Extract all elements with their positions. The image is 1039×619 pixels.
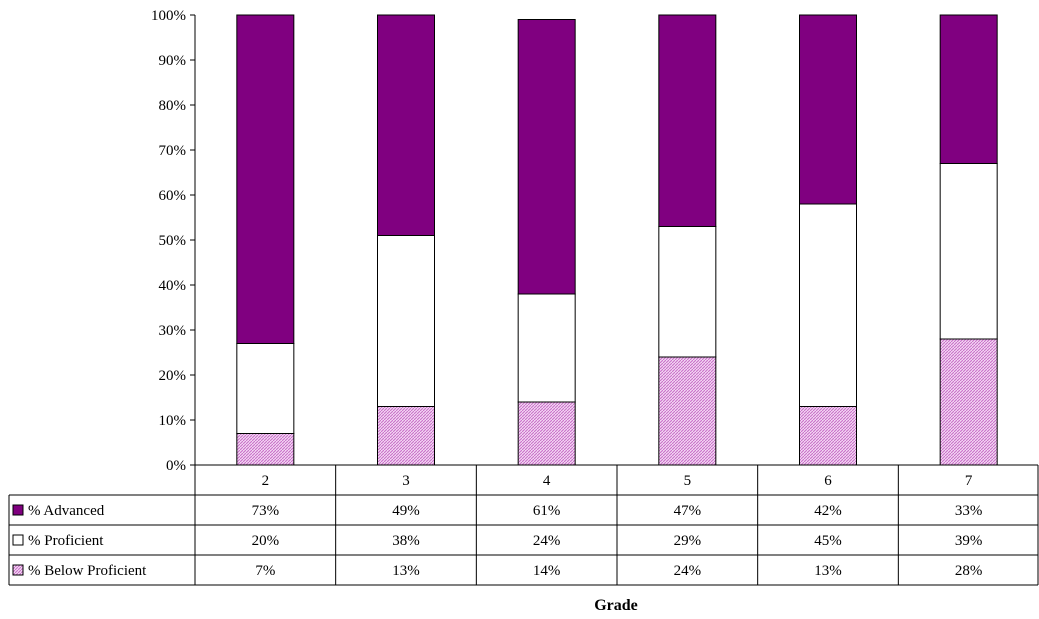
- legend-key: [12, 564, 24, 576]
- data-label: 61%: [533, 503, 561, 519]
- data-label: 20%: [252, 533, 280, 549]
- x-axis-label: Grade: [594, 597, 638, 614]
- bar-segment: [377, 235, 435, 407]
- legend-label: % Below Proficient: [28, 563, 147, 579]
- legend-key: [12, 534, 24, 546]
- data-label: 13%: [392, 563, 420, 579]
- y-tick-label: 10%: [159, 413, 187, 429]
- y-tick-label: 80%: [159, 98, 187, 114]
- y-tick-label: 70%: [159, 143, 187, 159]
- x-category-label: 2: [262, 473, 270, 489]
- bar-segment: [939, 163, 998, 340]
- bar-segment: [236, 343, 295, 434]
- y-tick-label: 50%: [159, 233, 187, 249]
- y-tick-label: 40%: [159, 278, 187, 294]
- y-tick-label: 0%: [166, 458, 186, 474]
- y-axis: 0% 10% 20% 30% 40% 50% 60% 70% 80% 90% 100%: [151, 8, 196, 474]
- bar-segment: [236, 14, 295, 344]
- data-label: 7%: [255, 563, 275, 579]
- bar-segment: [658, 356, 717, 466]
- x-category-label: 6: [824, 473, 832, 489]
- y-tick-label: 90%: [159, 53, 187, 69]
- bar-segment: [939, 338, 998, 466]
- data-label: 45%: [814, 533, 842, 549]
- data-label: 24%: [674, 563, 702, 579]
- y-tick-label: 60%: [159, 188, 187, 204]
- x-category-label: 4: [543, 473, 551, 489]
- bar-segment: [799, 14, 857, 205]
- legend-label: % Proficient: [28, 533, 104, 549]
- data-label: 24%: [533, 533, 561, 549]
- bar-segment: [517, 293, 576, 403]
- data-label: 29%: [674, 533, 702, 549]
- bar-segment: [377, 406, 435, 466]
- data-table: 2 3 4 5 6 7 % Advanced 73% 49% 61% 47% 42% 33% % Prof…: [8, 464, 1039, 586]
- bar-segment: [517, 401, 576, 466]
- data-label: 42%: [814, 503, 842, 519]
- data-label: 47%: [674, 503, 702, 519]
- bar-segment: [377, 14, 435, 236]
- data-label: 13%: [814, 563, 842, 579]
- x-category-label: 3: [402, 473, 410, 489]
- data-label: 73%: [252, 503, 280, 519]
- bar-segment: [799, 406, 857, 466]
- legend-label: % Advanced: [28, 503, 105, 519]
- bar-segment: [517, 19, 576, 295]
- bar-segment: [658, 14, 717, 227]
- x-category-label: 7: [965, 473, 973, 489]
- bar-segment: [658, 226, 717, 358]
- bar-segment: [236, 433, 295, 466]
- bar-segment: [799, 203, 857, 407]
- y-tick-label: 100%: [151, 8, 186, 24]
- bars: [236, 14, 998, 466]
- y-tick-label: 20%: [159, 368, 187, 384]
- legend-key: [12, 504, 24, 516]
- data-label: 33%: [955, 503, 983, 519]
- data-label: 14%: [533, 563, 561, 579]
- data-label: 38%: [392, 533, 420, 549]
- data-label: 39%: [955, 533, 983, 549]
- data-label: 28%: [955, 563, 983, 579]
- y-tick-label: 30%: [159, 323, 187, 339]
- x-category-label: 5: [684, 473, 692, 489]
- data-label: 49%: [392, 503, 420, 519]
- bar-segment: [939, 14, 998, 164]
